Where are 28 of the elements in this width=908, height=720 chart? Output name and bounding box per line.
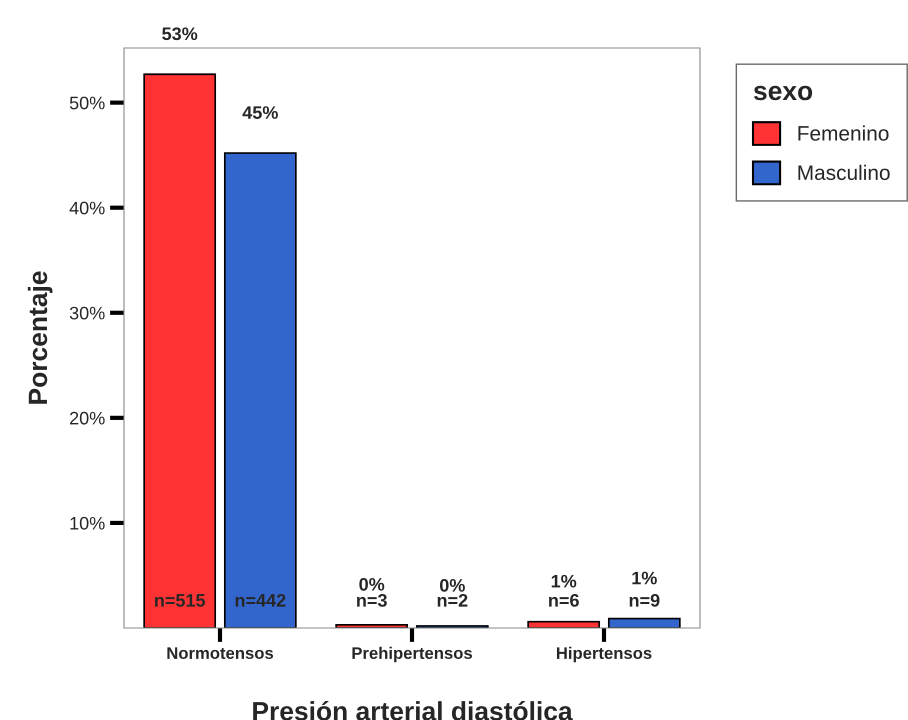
legend-label: Masculino (798, 164, 890, 180)
y-tick-label: 40% (70, 202, 105, 214)
x-tick-label: Normotensos (167, 647, 274, 659)
bar (608, 618, 681, 628)
annotation: n=3 (357, 594, 387, 607)
y-axis-title: Porcentaje (28, 271, 52, 404)
bar (527, 620, 600, 628)
annotation: n=442 (236, 594, 286, 607)
data-label: 0% (440, 578, 465, 592)
annotation: n=6 (549, 594, 579, 607)
annotation: n=9 (630, 594, 660, 607)
y-tick-label: 30% (70, 306, 105, 320)
data-label: 53% (162, 27, 198, 40)
data-label: 0% (359, 578, 384, 591)
data-label: 45% (242, 106, 278, 119)
bar (143, 73, 216, 628)
data-label: 1% (632, 572, 657, 584)
annotation: n=515 (155, 594, 206, 607)
x-tick-label: Prehipertensos (352, 646, 472, 662)
y-tick-label: 50% (70, 96, 105, 110)
legend-label: Femenino (798, 125, 889, 141)
bar (224, 152, 297, 628)
annotation: n=2 (438, 594, 468, 607)
y-tick-label: 20% (70, 412, 105, 425)
data-label: 1% (552, 574, 576, 588)
legend-title: sexo (754, 86, 812, 100)
x-tick-label: Hipertensos (556, 646, 652, 662)
y-tick-label: 10% (70, 516, 105, 530)
